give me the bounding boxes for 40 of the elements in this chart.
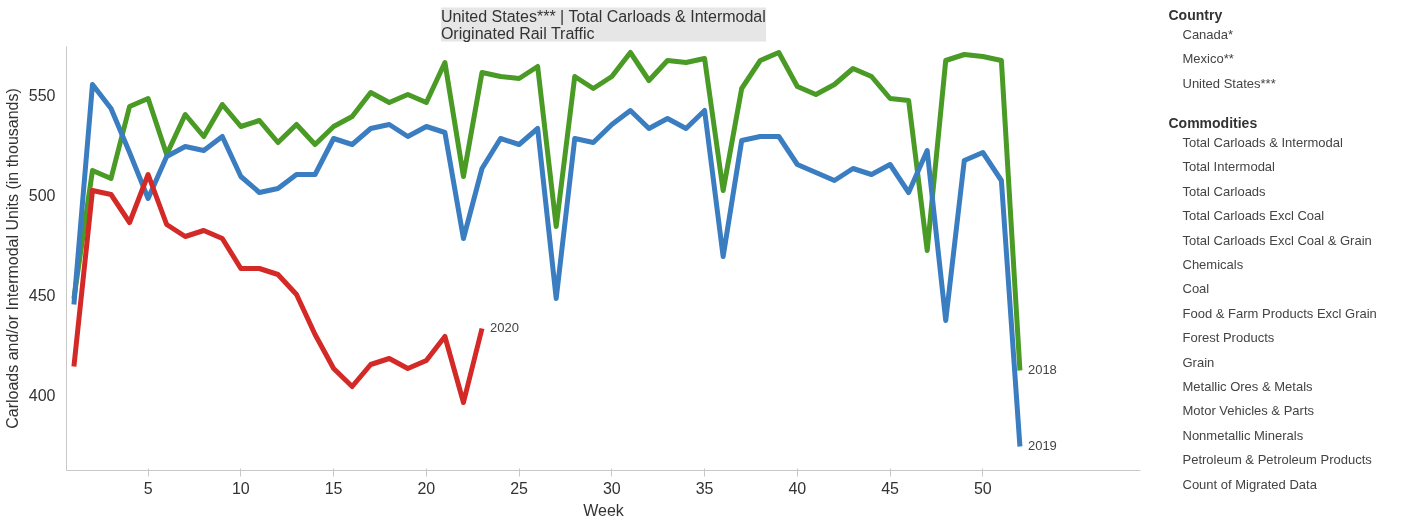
text: Coal: [1182, 281, 1210, 297]
text: Total Carloads: [1182, 183, 1267, 199]
x-tick-label: 40: [788, 479, 807, 497]
text: United States***: [1182, 75, 1276, 91]
x-axis-title: Week: [583, 501, 625, 519]
y-tick-label: 550: [28, 86, 56, 104]
y-tick-label: 500: [28, 186, 56, 204]
x-tick-label: 45: [881, 479, 900, 497]
text: Total Carloads Excl Coal: [1182, 208, 1325, 224]
chart-title: United States*** | Total Carloads & Intermodal Originated Rail Traffic: [440, 7, 766, 42]
series-label: 2018: [1027, 361, 1057, 377]
text: Total Intermodal: [1182, 159, 1276, 175]
y-tick-label: 450: [28, 286, 56, 304]
text: Mexico**: [1182, 51, 1234, 67]
text: Commodities: [1168, 114, 1258, 131]
text: Petroleum & Petroleum Products: [1182, 452, 1373, 468]
text: Motor Vehicles & Parts: [1182, 403, 1315, 419]
text: Grain: [1182, 354, 1215, 370]
text: Canada*: [1182, 27, 1234, 42]
text: Forest Products: [1182, 330, 1275, 346]
series-label: 2019: [1027, 437, 1057, 453]
y-axis-title: Carloads and/or Intermodal Units (in thousands): [3, 88, 21, 429]
text: Chemicals: [1182, 257, 1244, 272]
text: Total Carloads Excl Coal & Grain: [1182, 232, 1372, 248]
x-tick-label: 10: [231, 479, 250, 497]
text: Metallic Ores & Metals: [1182, 379, 1314, 394]
text: Total Carloads & Intermodal: [1182, 135, 1344, 150]
series-label: 2020: [490, 319, 519, 335]
x-tick-label: 30: [602, 479, 621, 497]
text: Nonmetallic Minerals: [1182, 427, 1304, 443]
x-tick-label: 15: [324, 479, 343, 497]
text: Food & Farm Products Excl Grain: [1182, 305, 1377, 321]
y-tick-label: 400: [28, 386, 56, 404]
x-tick-label: 5: [143, 479, 153, 497]
x-tick-label: 20: [417, 479, 436, 497]
x-tick-label: 50: [973, 479, 992, 497]
x-tick-label: 35: [695, 479, 714, 497]
text: Country: [1168, 6, 1223, 23]
x-tick-label: 25: [510, 479, 529, 497]
text: Count of Migrated Data: [1182, 476, 1318, 492]
